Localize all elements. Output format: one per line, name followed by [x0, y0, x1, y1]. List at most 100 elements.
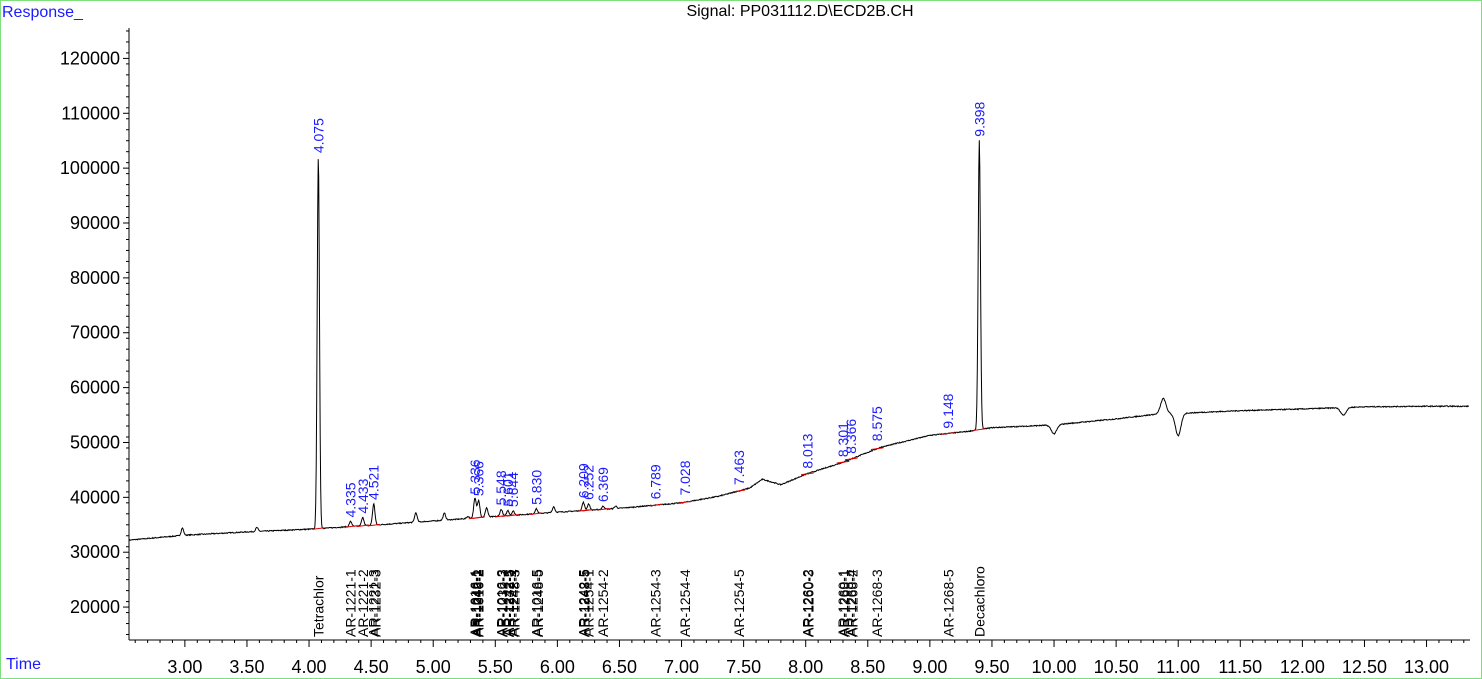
peak-retention-time-label: 8.013 [799, 433, 815, 468]
compound-label: AR-1242-5 [575, 569, 591, 637]
compound-label: AR-1268-5 [940, 569, 956, 637]
compound-label: AR-1248-2 [469, 569, 485, 637]
compound-label: AR-1254-1 [581, 569, 597, 637]
peak-retention-time-label: 6.369 [595, 467, 611, 502]
compound-label: AR-1016-1 [467, 569, 483, 637]
compound-labels: Tetrachlor AR-1221-1AR-1221-2AR-1221-3AR-… [310, 566, 987, 637]
peak-retention-time-label: 5.548 [493, 470, 509, 505]
signal-trace-group [128, 140, 1469, 541]
integration-baseline-mark [506, 513, 520, 517]
compound-label: AR-1260-3 [801, 569, 817, 637]
compound-label: AR-1248-3 [507, 569, 523, 637]
integration-baseline-mark [732, 489, 746, 493]
compound-label: AR-1221-1 [343, 569, 359, 637]
x-tick-label: 10.50 [1094, 657, 1139, 677]
x-tick-label: 4.00 [292, 657, 327, 677]
x-tick-label: 9.50 [974, 657, 1009, 677]
x-tick-label: 8.00 [788, 657, 823, 677]
peak-retention-time-label: 7.463 [731, 450, 747, 485]
compound-label: Decachloro [971, 566, 987, 637]
compound-label: Tetrachlor [310, 575, 326, 637]
integration-baseline-mark [472, 516, 485, 520]
x-tick-label: 7.00 [664, 657, 699, 677]
peak-retention-time-label: 4.433 [355, 478, 371, 513]
compound-label: AR-1232-3 [367, 569, 383, 637]
compound-label: AR-1260-1 [835, 569, 851, 637]
peak-retention-time-label: 6.252 [581, 465, 597, 500]
x-tick-label: 3.50 [229, 657, 264, 677]
peak-retention-time-label: 8.366 [843, 419, 859, 454]
chart-title: Signal: PP031112.D\ECD2B.CH [686, 3, 914, 20]
x-tick-label: 11.50 [1218, 657, 1262, 677]
peak-retention-time-label: 5.601 [500, 471, 516, 506]
peak-retention-time-label: 4.335 [343, 482, 359, 517]
x-axis-label: Time [6, 656, 41, 673]
x-tick-label: 5.00 [416, 657, 451, 677]
integration-baseline-mark [344, 525, 357, 528]
signal-trace [128, 140, 1469, 541]
compound-label: AR-1260-2 [799, 569, 815, 637]
y-tick-label: 80000 [70, 268, 120, 288]
compound-label: AR-1254-5 [731, 569, 747, 637]
peak-retention-time-label: 9.148 [940, 393, 956, 428]
y-tick-label: 30000 [70, 542, 120, 562]
y-tick-label: 60000 [70, 378, 120, 398]
integration-baseline-mark [870, 447, 884, 450]
peak-retention-time-label: 6.789 [647, 464, 663, 499]
compound-label: AR-1254-3 [647, 569, 663, 637]
y-tick-label: 120000 [60, 48, 120, 68]
integration-baseline-mark [836, 460, 850, 464]
axes: 20000 30000 40000 50000 60000 70000 80000 90000… [60, 28, 1470, 677]
peak-retention-time-label: 8.301 [835, 422, 851, 457]
x-tick-label: 6.50 [602, 657, 637, 677]
x-tick-label: 4.50 [354, 657, 389, 677]
y-tick-label: 50000 [70, 432, 120, 452]
y-tick-label: 90000 [70, 213, 120, 233]
y-tick-label: 110000 [61, 103, 120, 123]
integration-baseline-mark [596, 508, 610, 511]
x-tick-label: 12.50 [1342, 657, 1387, 677]
compound-label: AR-1232-5 [501, 569, 517, 637]
peak-retention-time-label: 5.336 [467, 459, 483, 494]
x-tick-label: 13.00 [1404, 657, 1449, 677]
integration-baseline-mark [678, 500, 692, 504]
peak-retention-time-label: 9.398 [971, 101, 987, 136]
peak-retention-time-label: 5.644 [505, 472, 521, 507]
x-tick-label: 5.50 [478, 657, 513, 677]
compound-label: AR-1254-4 [677, 569, 693, 637]
x-tick-label: 6.00 [540, 657, 575, 677]
y-tick-label: 100000 [60, 158, 120, 178]
integration-baseline-mark [356, 524, 370, 528]
peak-retention-time-label: 4.521 [366, 465, 382, 500]
peak-retention-time-label: 7.028 [677, 460, 693, 495]
compound-label: AR-1242-3 [500, 569, 516, 637]
compound-label: AR-1248-5 [577, 569, 593, 637]
x-tick-label: 8.50 [850, 657, 885, 677]
compound-label: AR-1254-2 [595, 569, 611, 637]
compound-label: AR-1248-5 [530, 569, 546, 637]
y-tick-label: 70000 [70, 323, 120, 343]
compound-label: AR-1268-3 [869, 569, 885, 637]
peak-retention-time-label: 4.075 [310, 118, 326, 153]
x-tick-label: 11.00 [1156, 657, 1200, 677]
integration-baseline-mark [582, 508, 595, 512]
compound-label: AR-1221-3 [366, 569, 382, 637]
compound-label: AR-1016-2 [471, 569, 487, 637]
x-tick-label: 12.00 [1280, 657, 1325, 677]
compound-label: AR-1268-1 [836, 569, 852, 637]
y-tick-label: 40000 [70, 487, 120, 507]
compound-label: AR-1221-2 [355, 569, 371, 637]
y-axis-label: Response_ [2, 4, 83, 21]
compound-label: AR-1242-4 [505, 569, 521, 637]
compound-label: AR-1242-1 [468, 569, 484, 637]
compound-label: AR-1260-4 [843, 569, 859, 637]
integration-baseline-mark [973, 428, 986, 431]
compound-label: AR-1016-3 [493, 569, 509, 637]
peak-retention-time-label: 8.575 [869, 406, 885, 441]
peak-retention-time-label: 5.830 [528, 470, 544, 505]
x-tick-label: 10.00 [1032, 657, 1077, 677]
peak-retention-time-label: 6.209 [575, 463, 591, 498]
compound-label: AR-1232-2 [495, 569, 511, 637]
